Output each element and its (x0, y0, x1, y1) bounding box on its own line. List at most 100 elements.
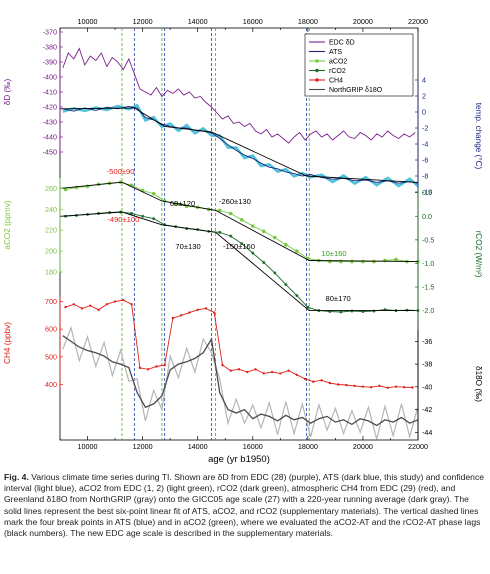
aco2-axis-label: aCO2 (ppmv) (3, 200, 12, 249)
rco2-point (130, 212, 134, 215)
rco2-point (405, 308, 409, 312)
legend-label: NorthGRIP δ18O (329, 87, 383, 94)
rco2-point (262, 261, 266, 264)
legend-label: aCO2 (329, 59, 347, 66)
ch4-point (378, 384, 381, 388)
right-axes: 4 2 0 -2 -4 -6 -8 -10 temp. change (°C) 0.5 0.0 -0.… (415, 76, 483, 438)
rco2-tick-label: -1.0 (422, 259, 434, 268)
aco2-point (284, 243, 288, 247)
aco2-fit-line (59, 181, 419, 263)
ch4-point (336, 383, 340, 386)
dD-tick-label: -390 (43, 58, 57, 67)
d18o-tick-label: -36 (422, 337, 432, 346)
phase-lag-label: -490±100 (107, 215, 139, 224)
aco2-point (74, 185, 79, 190)
top-x-tick-label: 10000 (78, 17, 98, 26)
ats-fit-line (59, 107, 419, 183)
ch4-point (155, 365, 158, 368)
phase-lag-label: 70±130 (175, 242, 200, 251)
phase-lag-label: 60±120 (170, 199, 195, 208)
caption-label: Fig. 4. (4, 472, 29, 482)
dD-axis-label: δD (‰) (3, 79, 12, 106)
ch4-point (122, 298, 125, 302)
aco2-point (250, 224, 255, 228)
dD-tick-label: -370 (43, 28, 57, 37)
ch4-point (80, 307, 84, 310)
d18o-tick-label: -42 (422, 405, 432, 414)
ngrip-raw-line (62, 325, 419, 440)
top-x-tick-label: 18000 (298, 17, 318, 26)
dD-tick-label: -380 (43, 43, 57, 52)
legend-marker (315, 68, 319, 73)
temp-tick-label: -10 (422, 188, 432, 197)
temp-tick-label: -8 (422, 172, 428, 181)
ch4-point (353, 384, 356, 388)
aco2-point (394, 257, 398, 262)
phase-lag-label: -260±130 (219, 197, 251, 206)
bottom-x-tick-label: 10000 (78, 442, 98, 451)
phase-lag-label: -500±90 (107, 167, 135, 176)
rco2-tick-label: -0.5 (422, 235, 434, 244)
ch4-point (279, 372, 282, 375)
ch4-point (163, 363, 166, 367)
top-x-tick-label: 14000 (188, 17, 208, 26)
legend-label: rCO2 (329, 68, 346, 75)
dD-tick-label: -450 (43, 148, 57, 157)
aco2-point (273, 235, 277, 240)
bottom-x-axis: 10000 12000 14000 16000 18000 20000 22000 (59, 436, 428, 451)
ch4-point (287, 369, 290, 372)
legend: EDC δD ATS aCO2 rCO2 CH4 NorthGRIP δ18O (304, 33, 414, 97)
bottom-x-tick-label: 14000 (188, 442, 208, 451)
ch4-point (204, 307, 208, 310)
rco2-point (339, 310, 343, 314)
ch4-point (105, 303, 109, 306)
rco2-tick-label: -2.0 (422, 306, 434, 315)
ch4-point (295, 373, 299, 376)
aco2-tick-label: 200 (45, 247, 57, 256)
aco2-point (350, 259, 354, 264)
climate-figure: 10000 12000 14000 16000 18000 20000 22000 1000… (3, 17, 483, 465)
temp-tick-label: -6 (422, 156, 428, 165)
aco2-point (239, 217, 244, 222)
ch4-line (65, 299, 413, 389)
ch4-point (361, 385, 365, 388)
rco2-point (273, 271, 277, 275)
ch4-point (254, 368, 257, 371)
dD-tick-label: -420 (43, 103, 57, 112)
ch4-point (386, 386, 389, 389)
dD-tick-label: -400 (43, 73, 57, 82)
ch4-point (171, 316, 175, 320)
ch4-point (246, 370, 249, 374)
ch4-point (270, 370, 274, 374)
ch4-tick-label: 600 (45, 325, 57, 334)
aco2-point (261, 229, 266, 234)
bottom-x-tick-label: 16000 (243, 442, 263, 451)
x-axis-label: age (yr b1950) (208, 454, 270, 465)
ch4-tick-label: 400 (45, 380, 57, 389)
top-x-tick-label: 22000 (408, 17, 428, 26)
aco2-tick-label: 220 (45, 226, 57, 235)
rco2-point (229, 234, 233, 238)
rco2-tick-label: 0.0 (422, 212, 432, 221)
aco2-tick-label: 240 (45, 205, 57, 214)
figure-caption: Fig. 4. Various climate time series duri… (4, 472, 486, 539)
ch4-tick-label: 700 (45, 297, 57, 306)
phase-lag-label: 80±170 (325, 294, 350, 303)
ch4-point (196, 308, 199, 312)
rco2-fit-line (59, 211, 418, 312)
rco2-point (251, 251, 255, 255)
legend-box (304, 33, 414, 97)
top-x-tick-label: 16000 (243, 17, 263, 26)
dD-tick-label: -410 (43, 88, 57, 97)
temp-tick-label: -4 (422, 140, 428, 149)
ngrip-running-average-line (62, 335, 419, 427)
legend-label: EDC δD (329, 40, 355, 47)
rco2-point (152, 217, 156, 221)
aco2-point (217, 208, 222, 213)
d18o-tick-label: -44 (422, 428, 432, 437)
edc-dd-line (62, 47, 416, 144)
ch4-point (312, 380, 315, 383)
ch4-point (188, 311, 191, 314)
ch4-point (262, 372, 265, 375)
temp-tick-label: -2 (422, 124, 428, 133)
